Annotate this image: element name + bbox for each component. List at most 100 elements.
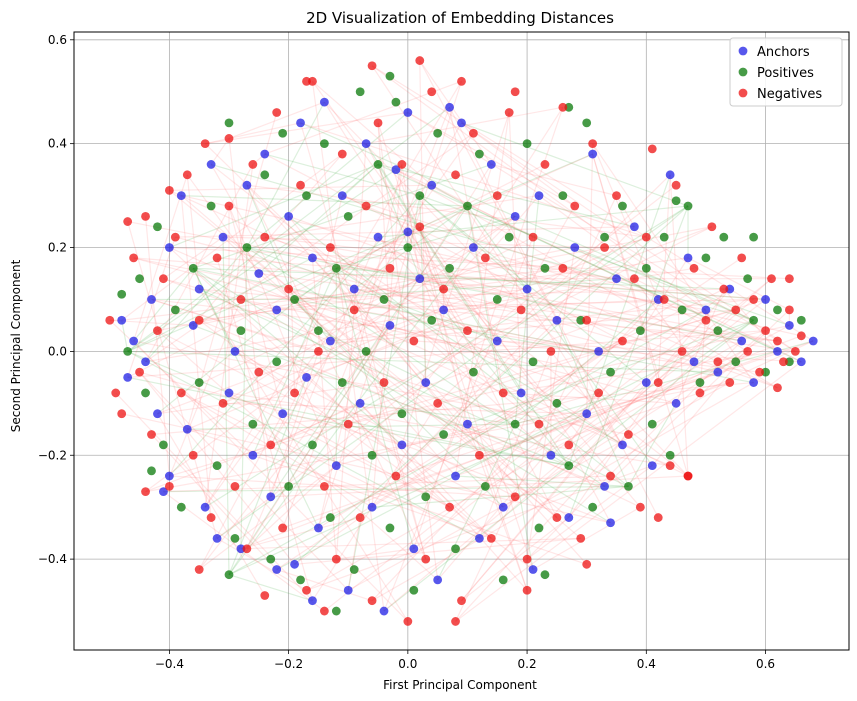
- anchor-point: [355, 398, 365, 408]
- positive-link: [437, 423, 516, 581]
- positive-point: [194, 378, 204, 387]
- negative-point: [194, 315, 204, 325]
- negative-point: [284, 284, 294, 294]
- positive-link: [228, 413, 587, 576]
- anchor-point: [588, 149, 598, 159]
- negative-link: [121, 153, 343, 321]
- negative-point: [749, 295, 759, 304]
- negative-link: [615, 195, 635, 228]
- negative-link: [353, 288, 427, 560]
- negative-point: [385, 263, 395, 273]
- positive-point: [427, 315, 437, 325]
- legend-marker: [738, 88, 748, 98]
- negative-link: [502, 350, 748, 508]
- negative-point: [302, 76, 311, 86]
- negative-link: [312, 257, 558, 518]
- positive-point: [445, 263, 454, 273]
- negative-point: [653, 513, 663, 522]
- negative-point: [683, 471, 693, 481]
- positive-link: [461, 122, 689, 207]
- legend-label: Positives: [757, 66, 814, 81]
- negative-link: [431, 184, 534, 238]
- negative-link: [377, 122, 504, 508]
- anchor-point: [302, 372, 311, 382]
- negative-link: [311, 81, 385, 612]
- anchor-point: [415, 274, 425, 284]
- positive-link: [163, 485, 629, 493]
- negative-point: [510, 87, 520, 97]
- positive-link: [377, 163, 635, 228]
- negative-point: [641, 232, 651, 242]
- positive-point: [385, 71, 395, 81]
- positive-link: [568, 205, 689, 518]
- negative-link: [359, 402, 528, 591]
- negative-link: [288, 288, 456, 477]
- negative-link: [246, 184, 427, 560]
- negative-link: [371, 65, 623, 446]
- negative-point: [457, 596, 466, 606]
- positive-link: [377, 163, 778, 352]
- negative-link: [526, 465, 653, 560]
- anchor-point: [141, 357, 150, 367]
- anchor-point: [337, 191, 347, 200]
- positive-point: [266, 554, 276, 564]
- negative-link: [270, 377, 308, 446]
- anchor-point: [319, 97, 329, 107]
- negative-link: [186, 112, 278, 430]
- positive-point: [469, 367, 478, 377]
- x-tick-label: −0.2: [274, 657, 303, 671]
- negative-point: [164, 185, 174, 195]
- positive-point: [659, 232, 669, 242]
- negative-point: [451, 170, 460, 180]
- negative-link: [127, 236, 176, 378]
- negative-link: [377, 236, 468, 332]
- negative-link: [377, 236, 689, 477]
- negative-point: [701, 315, 711, 325]
- negative-link: [592, 153, 689, 477]
- negative-point: [689, 263, 699, 273]
- anchor-point: [272, 565, 282, 574]
- negative-point: [129, 253, 139, 263]
- positive-point: [170, 305, 180, 315]
- y-tick-label: 0.4: [48, 137, 67, 151]
- negative-point: [784, 274, 794, 284]
- negative-link: [198, 413, 284, 570]
- positive-link: [264, 153, 420, 197]
- negative-link: [204, 164, 254, 508]
- negative-link: [234, 350, 295, 394]
- negative-link: [323, 101, 689, 477]
- negative-point: [594, 388, 604, 398]
- positive-point: [373, 160, 383, 169]
- x-tick-label: 0.4: [637, 657, 656, 671]
- anchor-point: [272, 305, 282, 315]
- y-tick-label: 0.6: [48, 33, 67, 47]
- negative-link: [371, 164, 403, 508]
- legend: Anchors Positives Negatives: [729, 37, 843, 107]
- negative-link: [645, 350, 683, 383]
- positive-link: [574, 246, 754, 321]
- anchor-point: [647, 461, 657, 471]
- negative-point: [355, 513, 365, 522]
- positive-link: [168, 195, 421, 477]
- negative-point: [272, 108, 282, 117]
- positive-link: [365, 143, 570, 466]
- negative-link: [252, 454, 492, 539]
- negative-point: [570, 201, 580, 211]
- negative-link: [145, 298, 659, 493]
- positive-point: [463, 201, 472, 211]
- negative-link: [354, 288, 528, 311]
- negative-link: [461, 517, 570, 602]
- anchor-point: [582, 409, 592, 419]
- negative-link: [157, 381, 385, 415]
- negative-link: [342, 195, 778, 389]
- negative-link: [181, 195, 802, 337]
- positive-link: [228, 247, 474, 576]
- anchor-point: [421, 378, 431, 387]
- negative-link: [228, 138, 272, 497]
- negative-link: [234, 350, 516, 498]
- negative-point: [296, 180, 305, 190]
- negative-link: [455, 361, 802, 622]
- positive-link: [246, 246, 742, 342]
- negative-point: [713, 357, 723, 367]
- positive-link: [216, 205, 689, 539]
